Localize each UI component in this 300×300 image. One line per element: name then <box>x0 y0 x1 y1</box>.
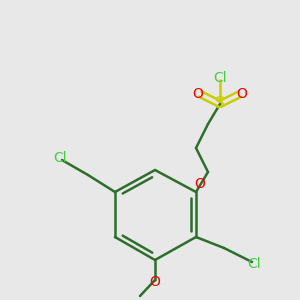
Text: O: O <box>193 87 203 101</box>
Text: Cl: Cl <box>213 71 227 85</box>
Text: Cl: Cl <box>247 257 261 271</box>
Text: Cl: Cl <box>53 151 67 165</box>
Text: O: O <box>150 275 160 289</box>
Text: O: O <box>237 87 248 101</box>
Text: O: O <box>195 177 206 191</box>
Text: S: S <box>215 97 225 112</box>
